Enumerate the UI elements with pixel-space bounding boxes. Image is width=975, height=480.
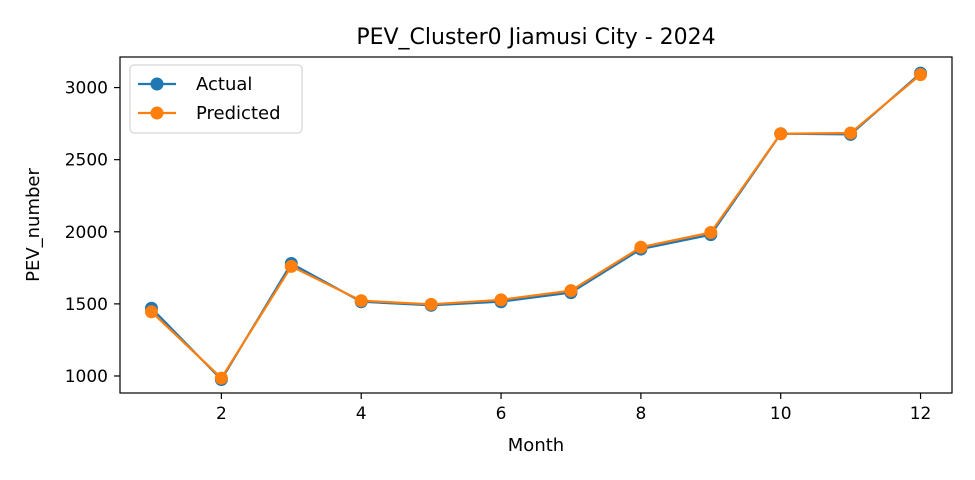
series-predicted bbox=[144, 68, 928, 385]
legend-item: Actual bbox=[138, 74, 252, 95]
data-point bbox=[354, 294, 368, 308]
data-point bbox=[704, 225, 718, 239]
y-tick-label: 2000 bbox=[65, 223, 108, 243]
plot-area bbox=[119, 56, 953, 394]
data-point bbox=[914, 68, 928, 82]
x-axis: 2 4 6 8 10 12 bbox=[216, 393, 931, 424]
y-tick-label: 2500 bbox=[65, 151, 108, 171]
legend: Actual Predicted bbox=[129, 64, 303, 134]
plot-frame bbox=[119, 56, 953, 394]
legend-label: Actual bbox=[196, 74, 252, 95]
data-point bbox=[564, 284, 578, 298]
data-point bbox=[844, 126, 858, 140]
x-tick-label: 10 bbox=[770, 404, 792, 424]
data-point bbox=[284, 259, 298, 273]
x-axis-label: Month bbox=[508, 435, 564, 456]
legend-frame bbox=[129, 64, 303, 134]
x-tick-label: 6 bbox=[496, 404, 507, 424]
data-point bbox=[634, 240, 648, 254]
data-point bbox=[424, 297, 438, 311]
y-tick-label: 1500 bbox=[65, 295, 108, 315]
x-tick-label: 4 bbox=[356, 404, 367, 424]
legend-item: Predicted bbox=[138, 103, 281, 124]
chart-title: PEV_Cluster0 Jiamusi City - 2024 bbox=[356, 25, 715, 50]
x-tick-label: 2 bbox=[216, 404, 227, 424]
legend-marker bbox=[150, 77, 164, 91]
y-tick-label: 3000 bbox=[65, 79, 108, 99]
data-point bbox=[774, 127, 788, 141]
series-line bbox=[150, 73, 922, 380]
legend-label: Predicted bbox=[196, 103, 281, 124]
data-point bbox=[214, 371, 228, 385]
y-axis: 1000 1500 2000 2500 3000 bbox=[65, 79, 120, 387]
legend-marker bbox=[150, 106, 164, 120]
x-tick-label: 12 bbox=[910, 404, 932, 424]
data-point bbox=[144, 305, 158, 319]
series-layer bbox=[144, 66, 928, 387]
x-tick-label: 8 bbox=[635, 404, 646, 424]
y-axis-label: PEV_number bbox=[23, 168, 44, 282]
data-point bbox=[494, 293, 508, 307]
y-tick-label: 1000 bbox=[65, 367, 108, 387]
